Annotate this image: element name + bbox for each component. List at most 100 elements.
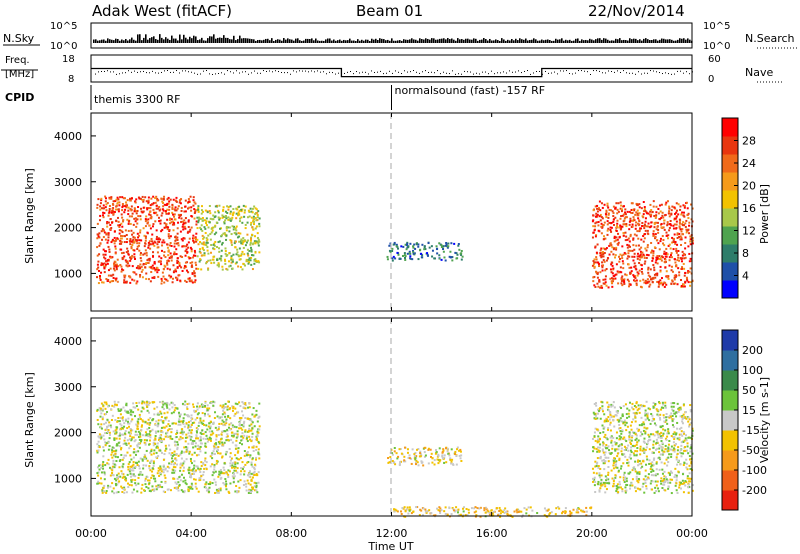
power-cell [104, 265, 107, 268]
velocity-cell [436, 458, 439, 461]
velocity-cell [115, 449, 118, 452]
nave-sample [590, 73, 591, 75]
nave-sample [116, 73, 117, 75]
power-cell [117, 201, 120, 204]
nsky-sample [179, 34, 181, 43]
power-cell [96, 237, 99, 240]
velocity-cell [607, 428, 610, 431]
power-cell [686, 277, 689, 280]
power-cell [178, 262, 181, 265]
power-cell [218, 247, 221, 250]
cpid-segment-themis: themis 3300 RF [94, 93, 181, 106]
power-cell [601, 266, 604, 269]
velocity-cell [121, 458, 124, 461]
power-cell [675, 247, 678, 250]
power-cell [222, 206, 225, 209]
velocity-cell [119, 413, 122, 416]
velocity-cell [604, 446, 607, 449]
velocity-cell [162, 401, 165, 404]
power-cell [240, 254, 243, 257]
power-cell [170, 221, 173, 224]
power-cell [211, 258, 214, 261]
nsky-sample [343, 39, 345, 43]
velocity-cell [638, 424, 641, 427]
power-cell [596, 204, 599, 207]
velocity-cell [449, 458, 452, 461]
velocity-cell [506, 513, 509, 516]
nsky-sample [197, 40, 199, 43]
velocity-cell [179, 466, 182, 469]
velocity-cell [235, 485, 238, 488]
power-cell [134, 220, 137, 223]
nsky-sample [589, 38, 591, 43]
power-cell [659, 257, 662, 260]
power-cell [167, 212, 170, 215]
velocity-cell [145, 403, 148, 406]
velocity-cell [140, 491, 143, 494]
nsky-sample [555, 38, 557, 43]
power-cell [140, 239, 143, 242]
power-cell [132, 223, 135, 226]
power-cell [620, 210, 623, 213]
velocity-cell [100, 427, 103, 430]
power-cell [616, 224, 619, 227]
power-cell [228, 230, 231, 233]
velocity-cell [128, 483, 131, 486]
velocity-cell [609, 413, 612, 416]
power-cell [600, 202, 603, 205]
power-cell [417, 243, 420, 246]
power-cell [180, 238, 183, 241]
velocity-cell [240, 435, 243, 438]
velocity-cell [173, 409, 176, 412]
velocity-cell [187, 486, 190, 489]
power-cell [386, 255, 389, 258]
nave-sample [584, 70, 585, 72]
velocity-cell [389, 455, 392, 458]
velocity-cell [460, 454, 463, 457]
power-cell [114, 238, 117, 241]
power-cell [112, 280, 115, 283]
date-title: 22/Nov/2014 [588, 2, 685, 20]
nave-sample [233, 72, 234, 74]
power-cell [676, 232, 679, 235]
power-cell [242, 262, 245, 265]
velocity-cell [152, 462, 155, 465]
nsky-sample [191, 38, 193, 43]
power-cell [602, 247, 605, 250]
radar-title: Adak West (fitACF) [92, 2, 232, 20]
power-cell [212, 226, 215, 229]
power-cell [628, 210, 631, 213]
velocity-cell [687, 420, 690, 423]
power-cell [685, 219, 688, 222]
velocity-cell [220, 471, 223, 474]
velocity-cell [219, 438, 222, 441]
velocity-cell [255, 486, 258, 489]
power-cell [617, 202, 620, 205]
power-cell [133, 207, 136, 210]
power-cell [144, 218, 147, 221]
velocity-cell [657, 487, 660, 490]
velocity-cell [153, 489, 156, 492]
power-cell [666, 253, 669, 256]
velocity-cell [607, 478, 610, 481]
power-cell [642, 278, 645, 281]
velocity-cell [258, 415, 261, 418]
velocity-cell [160, 419, 163, 422]
nsky-sample [143, 37, 145, 43]
velocity-cell [233, 414, 236, 417]
power-cell [228, 226, 231, 229]
power-cell [592, 219, 595, 222]
power-cell [233, 231, 236, 234]
power-cell [112, 267, 115, 270]
power-cell [168, 229, 171, 232]
velocity-cell [230, 434, 233, 437]
velocity-cell [237, 480, 240, 483]
power-cell [659, 240, 662, 243]
power-cell [128, 219, 131, 222]
power-cell [100, 207, 103, 210]
velocity-cell [206, 437, 209, 440]
velocity-cell [677, 410, 680, 413]
power-cell [172, 253, 175, 256]
nave-sample [176, 70, 177, 72]
velocity-cell [155, 445, 158, 448]
